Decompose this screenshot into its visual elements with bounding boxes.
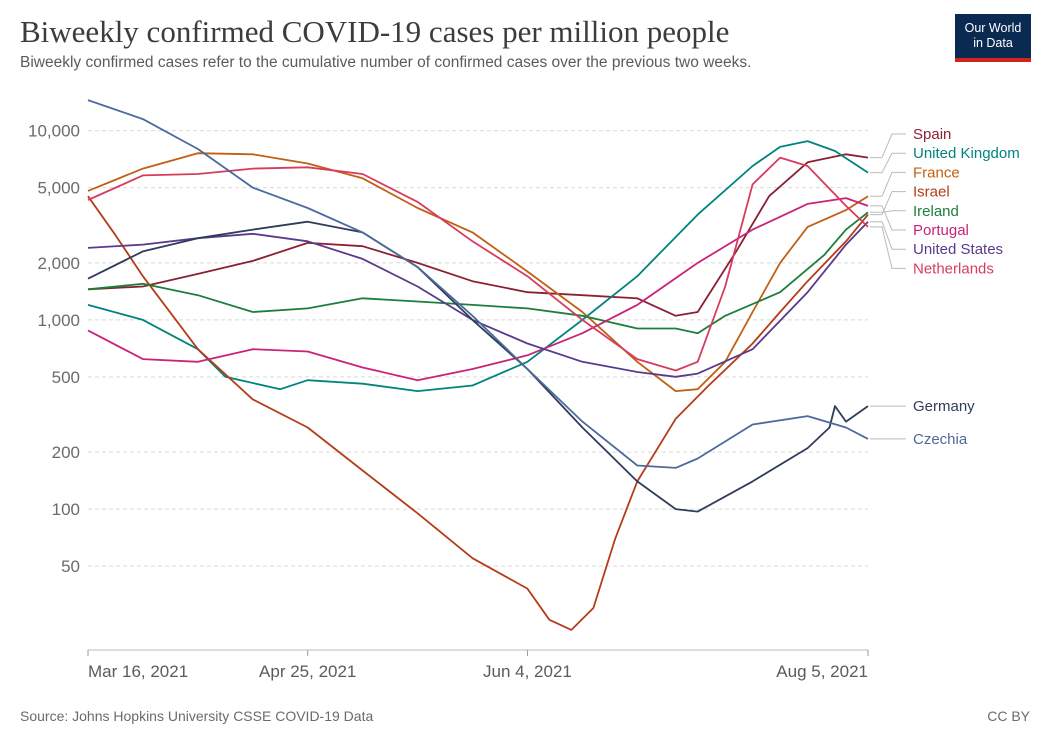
series-line-israel[interactable] <box>87 195 869 631</box>
label-connector <box>870 226 906 269</box>
y-tick-label: 10,000 <box>28 122 80 141</box>
series-label-ireland[interactable]: Ireland <box>913 203 959 220</box>
logo-line-1: Our World <box>964 21 1022 35</box>
gridlines <box>88 130 868 567</box>
series-line-germany[interactable] <box>87 220 869 513</box>
series-line-portugal[interactable] <box>87 197 869 382</box>
license-link[interactable]: CC BY <box>987 708 1030 724</box>
chart-subtitle: Biweekly confirmed cases refer to the cu… <box>20 54 752 71</box>
label-connector <box>870 171 906 197</box>
series-line-netherlands[interactable] <box>87 156 869 372</box>
series-label-israel[interactable]: Israel <box>913 184 950 201</box>
series-label-netherlands[interactable]: Netherlands <box>913 260 994 277</box>
owid-logo[interactable]: Our World in Data <box>955 14 1031 62</box>
logo-line-2: in Data <box>973 36 1013 50</box>
chart-title: Biweekly confirmed COVID-19 cases per mi… <box>20 14 730 49</box>
y-tick-label: 1,000 <box>37 311 80 330</box>
label-connector <box>870 133 906 159</box>
y-tick-label: 100 <box>52 500 80 519</box>
x-axis: Mar 16, 2021 Apr 25, 2021 Jun 4, 2021 Aug 5… <box>87 649 869 681</box>
series-line-spain[interactable] <box>87 153 869 317</box>
x-tick-label: Aug 5, 2021 <box>776 662 868 681</box>
series-label-united-kingdom[interactable]: United Kingdom <box>913 145 1020 162</box>
y-tick-label: 200 <box>52 443 80 462</box>
series-labels: Spain United Kingdom France Israel Ireland Po… <box>870 126 1020 448</box>
series-label-united-states[interactable]: United States <box>913 241 1003 258</box>
source-note: Source: Johns Hopkins University CSSE CO… <box>20 708 374 724</box>
y-tick-label: 5,000 <box>37 179 80 198</box>
label-connector <box>870 205 906 231</box>
y-axis: 50 100 200 500 1,000 2,000 5,000 10,000 <box>28 122 80 576</box>
series-label-germany[interactable]: Germany <box>913 398 975 415</box>
y-tick-label: 2,000 <box>37 254 80 273</box>
series-line-united-states[interactable] <box>87 221 869 378</box>
series-lines <box>87 99 869 631</box>
y-tick-label: 500 <box>52 368 80 387</box>
series-line-ireland[interactable] <box>87 211 869 335</box>
label-connector <box>870 152 906 174</box>
series-label-france[interactable]: France <box>913 164 960 181</box>
y-tick-label: 50 <box>61 557 80 576</box>
series-label-spain[interactable]: Spain <box>913 126 951 143</box>
series-line-france[interactable] <box>87 152 869 392</box>
x-tick-label: Jun 4, 2021 <box>483 662 572 681</box>
series-line-united-kingdom[interactable] <box>87 140 869 392</box>
label-connector <box>870 221 906 250</box>
series-label-portugal[interactable]: Portugal <box>913 222 969 239</box>
series-line-czechia[interactable] <box>87 99 869 469</box>
x-tick-label: Mar 16, 2021 <box>88 662 188 681</box>
label-connector <box>870 210 906 213</box>
x-tick-label: Apr 25, 2021 <box>259 662 356 681</box>
series-label-czechia[interactable]: Czechia <box>913 431 968 448</box>
label-connector <box>870 191 906 216</box>
